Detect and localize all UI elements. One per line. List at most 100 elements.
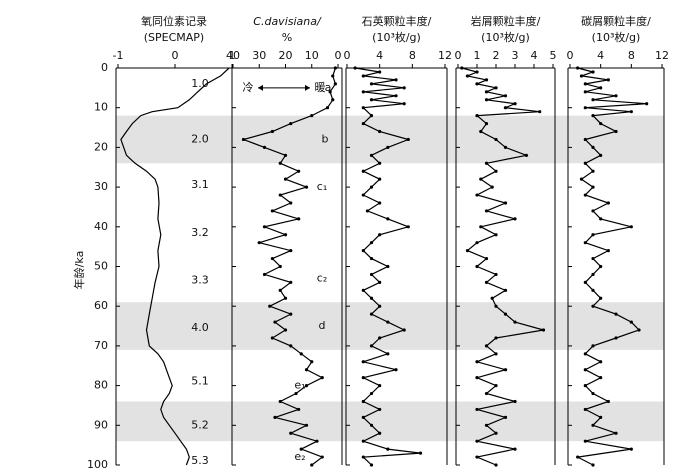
data-point bbox=[378, 431, 382, 435]
x-tick-label: 10 bbox=[305, 49, 319, 62]
panel-title: 碳屑颗粒丰度/ bbox=[581, 14, 651, 28]
data-point bbox=[475, 82, 479, 86]
data-point bbox=[278, 161, 282, 165]
x-tick-label: 0 bbox=[455, 49, 462, 62]
data-point bbox=[591, 114, 595, 118]
data-point bbox=[503, 201, 508, 205]
data-point bbox=[257, 241, 261, 245]
data-point bbox=[599, 296, 603, 300]
data-point bbox=[583, 439, 587, 443]
zone-label: c₁ bbox=[317, 180, 327, 193]
data-point bbox=[378, 70, 382, 74]
data-point bbox=[378, 280, 382, 284]
data-point bbox=[241, 137, 246, 142]
data-point bbox=[583, 137, 587, 142]
data-point bbox=[273, 415, 277, 419]
stage-label: 5.2 bbox=[191, 418, 209, 431]
data-point bbox=[394, 78, 398, 82]
data-point bbox=[599, 153, 603, 157]
data-point bbox=[394, 94, 398, 98]
data-point bbox=[503, 415, 508, 419]
data-point bbox=[583, 161, 587, 165]
data-point bbox=[328, 90, 332, 94]
data-point bbox=[386, 217, 390, 221]
data-point bbox=[369, 114, 374, 118]
panel: 氧同位素记录 (SPECMAP) -1 0 1 bbox=[113, 14, 236, 466]
data-point bbox=[503, 312, 508, 316]
data-point bbox=[283, 233, 288, 237]
data-point bbox=[591, 145, 595, 149]
data-point bbox=[475, 241, 479, 245]
data-point bbox=[361, 455, 365, 459]
data-point bbox=[289, 344, 293, 348]
data-point bbox=[583, 241, 587, 245]
data-point bbox=[283, 296, 288, 300]
y-tick-label: 0 bbox=[101, 61, 108, 74]
data-point bbox=[386, 352, 390, 356]
data-point bbox=[494, 233, 498, 237]
data-point bbox=[361, 74, 365, 78]
x-tick-label: 0 bbox=[567, 49, 574, 62]
y-tick-label: 70 bbox=[94, 339, 108, 352]
data-point bbox=[614, 336, 618, 340]
data-point bbox=[278, 288, 282, 292]
data-point bbox=[479, 177, 483, 181]
data-point bbox=[591, 423, 595, 427]
data-point bbox=[494, 384, 498, 388]
data-point bbox=[475, 114, 479, 118]
data-point bbox=[599, 217, 603, 221]
data-point bbox=[484, 256, 489, 261]
data-point bbox=[418, 451, 423, 455]
stage-label: 2.0 bbox=[191, 132, 209, 145]
profile-line bbox=[120, 67, 230, 466]
data-point bbox=[361, 288, 365, 292]
data-point bbox=[262, 145, 267, 149]
data-point bbox=[576, 66, 580, 70]
y-tick-label: 20 bbox=[94, 140, 108, 153]
data-point bbox=[299, 352, 303, 356]
data-point bbox=[583, 384, 587, 388]
data-point bbox=[369, 272, 374, 277]
zone-label: 冷 bbox=[243, 81, 254, 94]
data-point bbox=[406, 225, 410, 229]
data-point bbox=[378, 407, 382, 412]
data-point bbox=[513, 447, 517, 451]
data-point bbox=[378, 336, 382, 340]
data-point bbox=[369, 344, 374, 348]
data-point bbox=[289, 280, 293, 284]
data-point bbox=[465, 249, 470, 253]
data-point bbox=[270, 336, 274, 340]
zone-label: c₂ bbox=[317, 271, 327, 284]
data-point bbox=[475, 455, 479, 459]
y-tick-label: 50 bbox=[94, 260, 108, 273]
x-tick-label: 12 bbox=[438, 49, 452, 62]
data-point bbox=[494, 463, 498, 467]
data-point bbox=[331, 74, 335, 78]
data-point bbox=[475, 376, 479, 380]
x-tick-label: 4 bbox=[597, 49, 604, 62]
data-point bbox=[475, 264, 479, 269]
data-point bbox=[278, 193, 282, 197]
data-point bbox=[579, 177, 584, 181]
panel-title: (10³枚/g) bbox=[372, 30, 421, 44]
data-point bbox=[629, 225, 633, 229]
data-point bbox=[386, 320, 390, 324]
data-point bbox=[503, 368, 508, 372]
x-tick-label: 12 bbox=[655, 49, 669, 62]
data-point bbox=[591, 98, 595, 102]
x-tick-label: -1 bbox=[113, 49, 124, 62]
data-point bbox=[494, 352, 498, 356]
data-point bbox=[278, 264, 282, 269]
data-point bbox=[289, 121, 293, 126]
data-point bbox=[591, 272, 595, 277]
x-tick-label: 5 bbox=[550, 49, 557, 62]
panel-title: (10³枚/g) bbox=[592, 30, 641, 44]
data-point bbox=[484, 121, 489, 126]
data-point bbox=[304, 384, 309, 388]
data-point bbox=[369, 241, 374, 245]
y-tick-label: 40 bbox=[94, 220, 108, 233]
data-point bbox=[369, 185, 374, 189]
stage-label: 5.3 bbox=[191, 454, 209, 467]
data-point bbox=[538, 110, 542, 114]
data-point bbox=[361, 415, 365, 419]
